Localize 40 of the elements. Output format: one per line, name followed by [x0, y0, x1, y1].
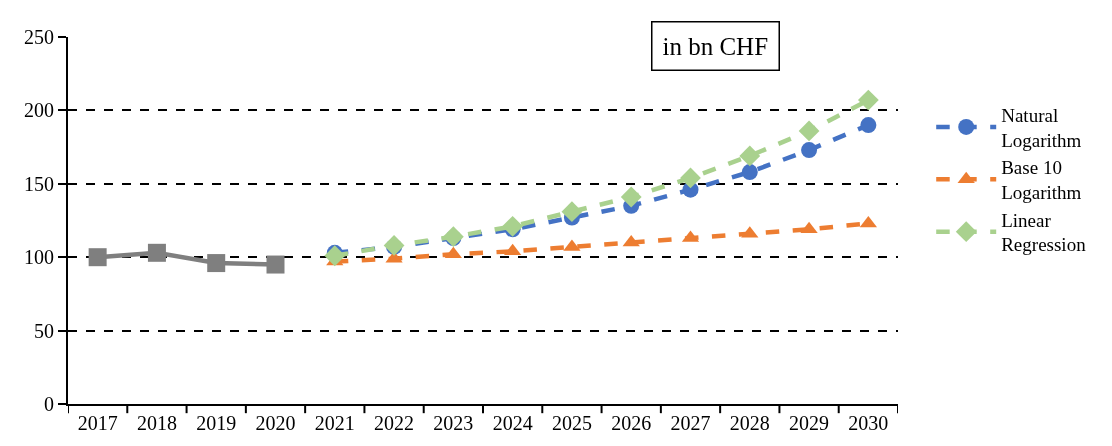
x-tick-label: 2026: [611, 412, 652, 434]
y-tick-label: 200: [24, 99, 54, 122]
point: [324, 245, 346, 267]
point: [860, 117, 877, 134]
point: [502, 215, 524, 237]
legend-label: Natural Logarithm: [1001, 104, 1082, 151]
y-tick-label: 50: [34, 319, 54, 342]
x-tick-label: 2029: [789, 412, 830, 434]
x-tick-label: 2024: [492, 412, 533, 434]
point: [561, 201, 583, 223]
x-tick-label: 2028: [729, 412, 770, 434]
y-tick-label: 150: [24, 172, 54, 195]
point: [207, 254, 226, 273]
legend-label: Base 10 Logarithm: [1001, 157, 1082, 204]
x-tick-label: 2030: [848, 412, 889, 434]
x-tick-label: 2023: [433, 412, 474, 434]
x-tick-label: 2020: [255, 412, 296, 434]
point: [680, 167, 701, 189]
point: [801, 142, 818, 159]
point: [620, 186, 642, 208]
y-tick-label: 250: [24, 26, 54, 48]
point: [88, 248, 107, 267]
point: [857, 89, 879, 111]
y-tick-label: 100: [24, 246, 54, 269]
x-tick-label: 2017: [77, 412, 118, 434]
annotation: in bn CHF: [662, 32, 769, 60]
point: [798, 120, 820, 142]
point: [147, 243, 166, 262]
x-tick-label: 2025: [551, 412, 592, 434]
legend-label: Linear Regression: [1001, 209, 1087, 256]
x-tick-label: 2027: [670, 412, 711, 434]
point: [741, 164, 758, 181]
point: [739, 145, 761, 167]
x-tick-label: 2018: [136, 412, 177, 434]
point: [800, 221, 818, 234]
point: [266, 255, 285, 274]
x-tick-label: 2019: [196, 412, 237, 434]
x-tick-label: 2022: [374, 412, 415, 434]
x-tick-label: 2021: [314, 412, 355, 434]
y-tick-label: 0: [44, 393, 54, 415]
